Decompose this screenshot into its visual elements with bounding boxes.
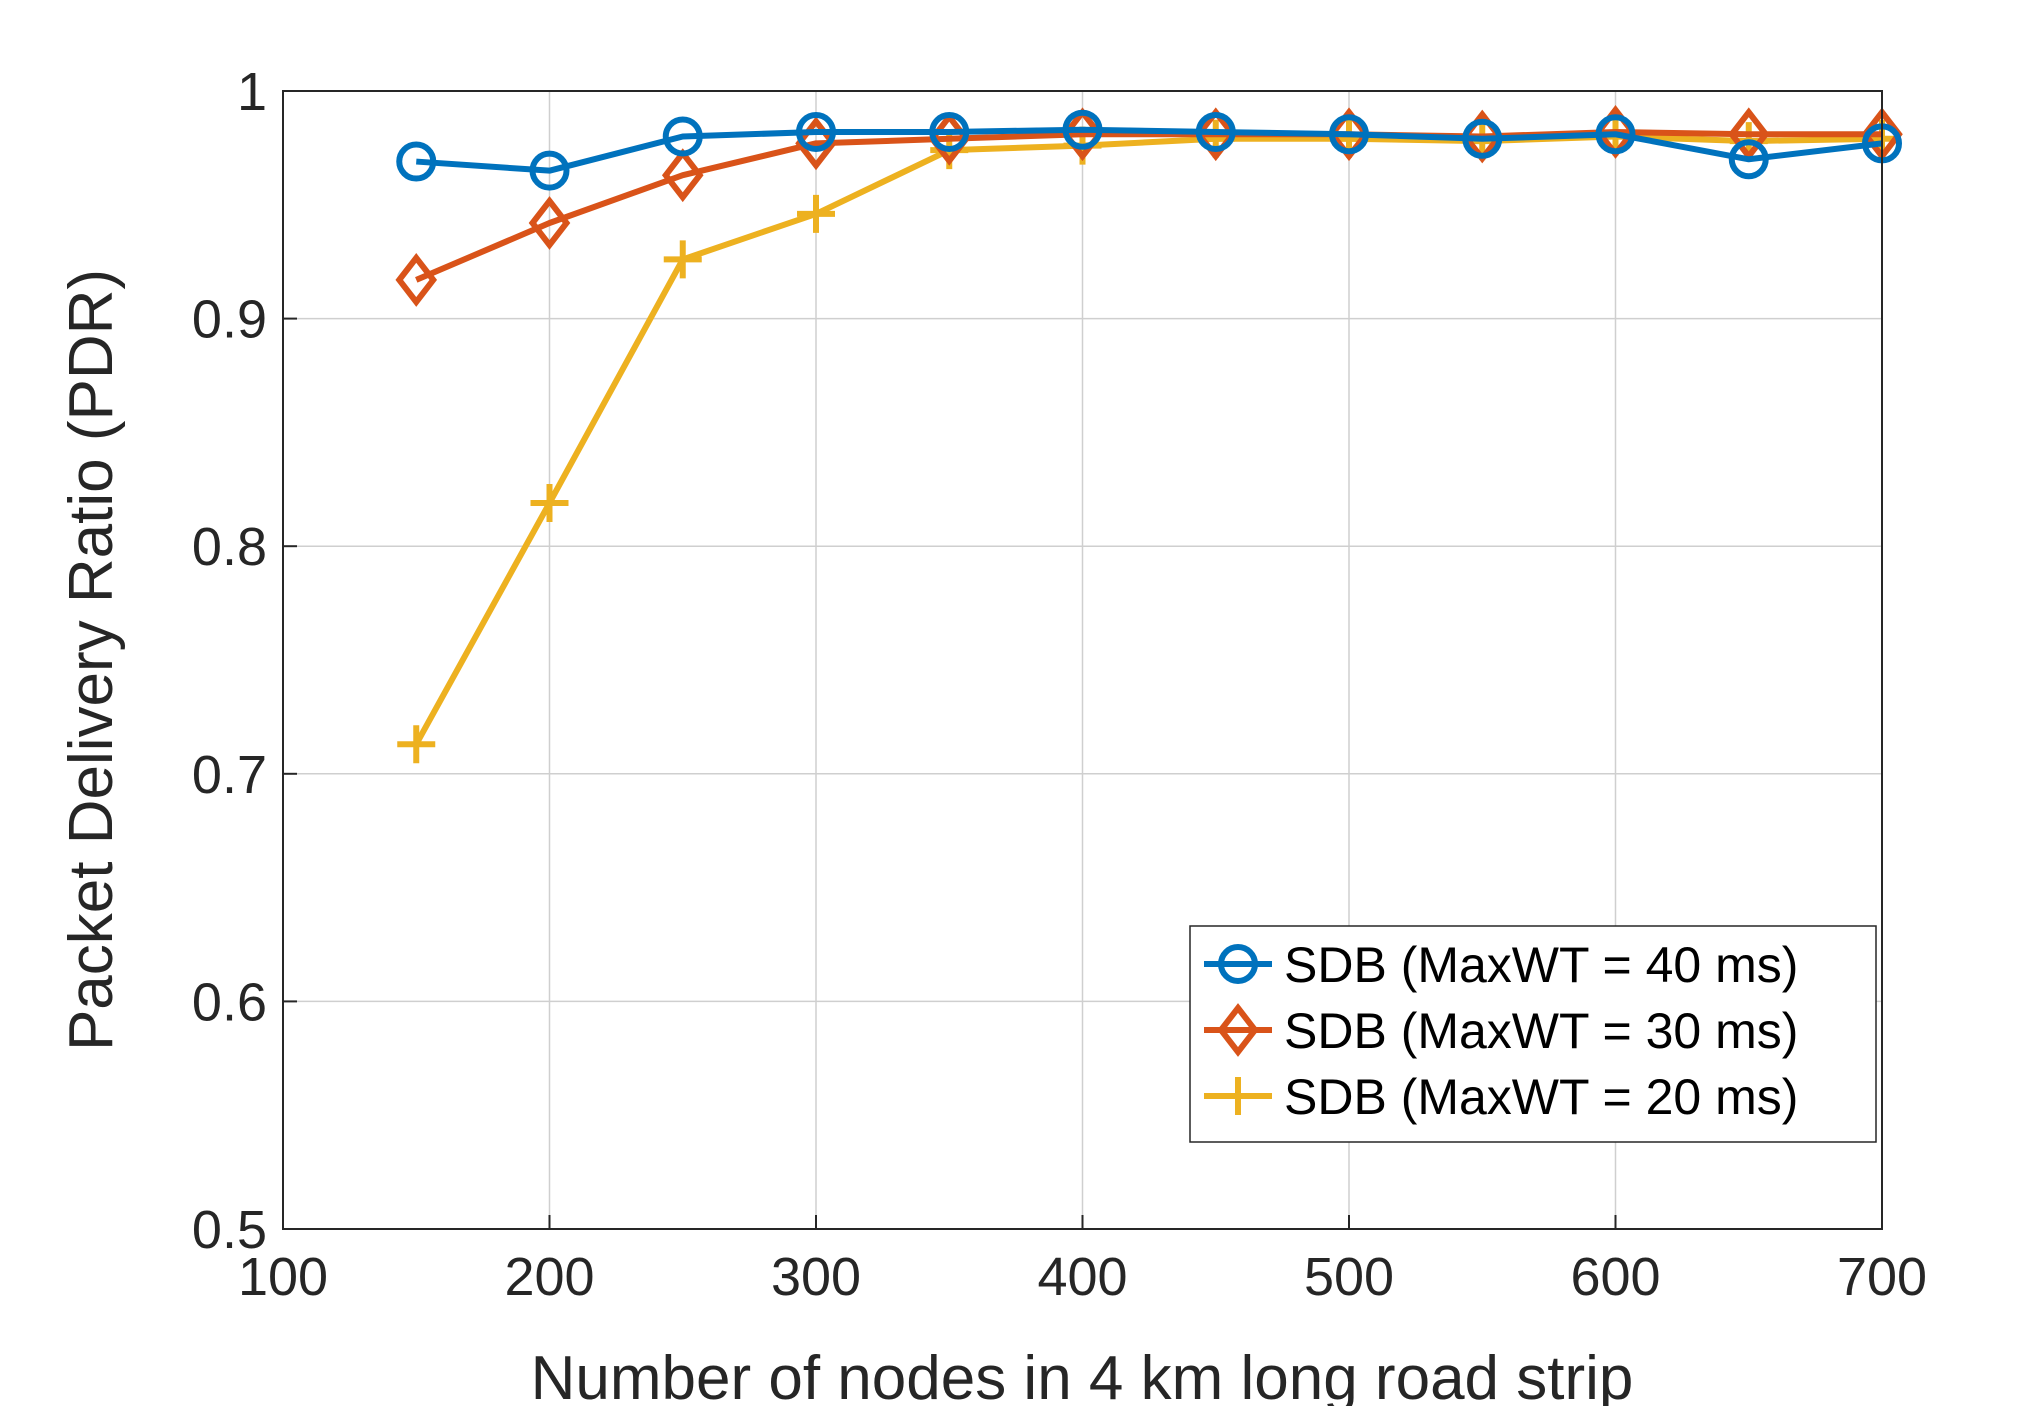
legend-label: SDB (MaxWT = 40 ms): [1284, 937, 1798, 993]
data-point-circle: [1062, 109, 1103, 150]
series-line: [416, 126, 1883, 174]
legend-item: SDB (MaxWT = 30 ms): [1204, 1003, 1798, 1059]
data-point-circle: [1595, 114, 1636, 155]
legend-marker-circle: [1218, 944, 1258, 984]
data-point-diamond: [395, 253, 438, 307]
legend-box: [1189, 925, 1877, 1143]
data-point-diamond: [1194, 107, 1237, 162]
data-point-circle: [796, 111, 836, 152]
x-axis-ticks: 100 200 300 400 500 600 700: [238, 1215, 1927, 1307]
data-point-circle: [529, 150, 570, 191]
data-point-plus: [663, 240, 702, 279]
x-axis-label: Number of nodes in 4 km long road strip: [531, 1344, 1634, 1406]
legend-item: SDB (MaxWT = 20 ms): [1204, 1069, 1798, 1125]
legend-marker-plus: [1219, 1077, 1257, 1115]
data-point-circle: [1195, 111, 1236, 152]
y-tick-label: 1: [237, 62, 267, 122]
x-tick-label: 600: [1570, 1247, 1660, 1307]
legend-item: SDB (MaxWT = 40 ms): [1204, 937, 1798, 993]
data-point-circle: [662, 116, 703, 157]
data-point-plus: [530, 483, 569, 522]
y-axis-ticks: 0.5 0.6 0.7 0.8 0.9 1: [192, 62, 297, 1260]
plot-frame: [282, 90, 1883, 1230]
data-point-diamond: [795, 116, 837, 171]
y-tick-label: 0.6: [192, 972, 267, 1032]
data-point-plus: [797, 194, 835, 233]
y-tick-label: 0.7: [192, 745, 267, 805]
y-tick-label: 0.9: [192, 290, 267, 350]
x-tick-label: 400: [1037, 1247, 1127, 1307]
data-point-circle: [1462, 118, 1503, 159]
legend-label: SDB (MaxWT = 30 ms): [1284, 1003, 1798, 1059]
data-point-circle: [929, 111, 970, 152]
legend: SDB (MaxWT = 40 ms) SDB (MaxWT = 30 ms) SD…: [1189, 925, 1877, 1143]
data-point-diamond: [661, 148, 704, 203]
data-point-circle: [396, 141, 437, 182]
legend-label: SDB (MaxWT = 20 ms): [1284, 1069, 1798, 1125]
series-line: [415, 128, 1882, 283]
y-tick-label: 0.8: [192, 517, 267, 577]
x-tick-label: 500: [1304, 1247, 1394, 1307]
data-point-circle: [1728, 139, 1769, 180]
x-tick-label: 300: [771, 1247, 861, 1307]
x-tick-label: 100: [238, 1247, 328, 1307]
data-point-diamond: [1328, 107, 1370, 162]
legend-marker-diamond: [1217, 1003, 1259, 1057]
data-point-plus: [397, 725, 436, 764]
data-point-circle: [1329, 114, 1369, 155]
x-tick-label: 200: [504, 1247, 594, 1307]
y-axis-label: Packet Delivery Ratio (PDR): [57, 269, 126, 1051]
data-point-diamond: [528, 196, 571, 250]
x-tick-label: 700: [1837, 1247, 1927, 1307]
legend-entries: SDB (MaxWT = 40 ms) SDB (MaxWT = 30 ms) SD…: [1204, 937, 1798, 1125]
y-tick-label: 0.5: [192, 1200, 267, 1260]
